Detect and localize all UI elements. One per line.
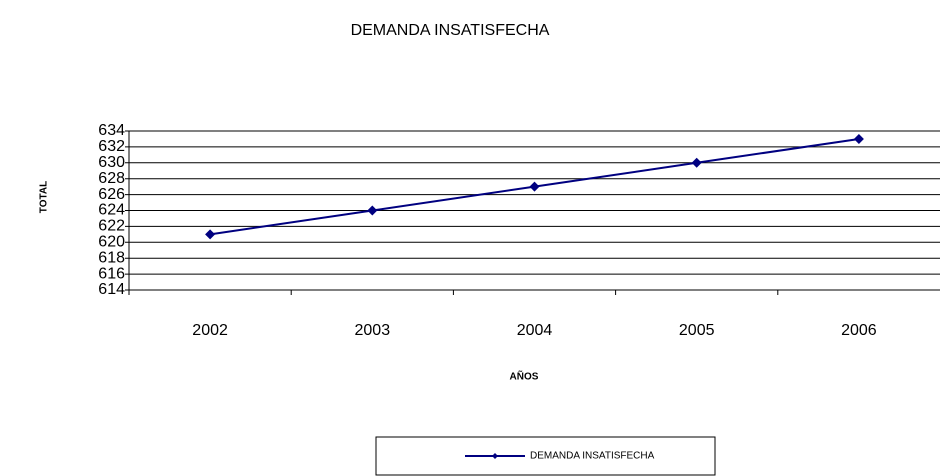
y-tick-label: 614: [98, 281, 125, 298]
y-tick-label: 616: [98, 265, 125, 282]
data-point: [205, 229, 216, 240]
y-tick-label: 620: [98, 234, 125, 251]
y-tick-label: 628: [98, 170, 125, 187]
y-tick-label: 622: [98, 218, 125, 235]
y-tick-label: 634: [98, 122, 125, 139]
chart-title: DEMANDA INSATISFECHA: [351, 22, 550, 39]
x-tick-label: 2003: [355, 322, 391, 339]
x-tick-label: 2005: [679, 322, 715, 339]
x-axis-label: AÑOS: [510, 370, 539, 383]
y-tick-label: 626: [98, 186, 125, 203]
data-point: [853, 133, 864, 144]
legend-box: [375, 436, 716, 476]
legend-marker: [492, 453, 498, 459]
y-tick-label: 632: [98, 138, 125, 155]
x-tick-label: 2006: [841, 322, 877, 339]
data-point: [691, 157, 702, 168]
x-tick-label: 2004: [517, 322, 553, 339]
x-tick-label: 2002: [192, 322, 228, 339]
data-point: [367, 205, 378, 216]
y-tick-label: 630: [98, 154, 125, 171]
y-tick-label: 618: [98, 249, 125, 266]
y-tick-label: 624: [98, 202, 125, 219]
legend-label: DEMANDA INSATISFECHA: [530, 451, 655, 462]
data-point: [529, 181, 540, 192]
y-axis-label: TOTAL: [39, 181, 50, 213]
